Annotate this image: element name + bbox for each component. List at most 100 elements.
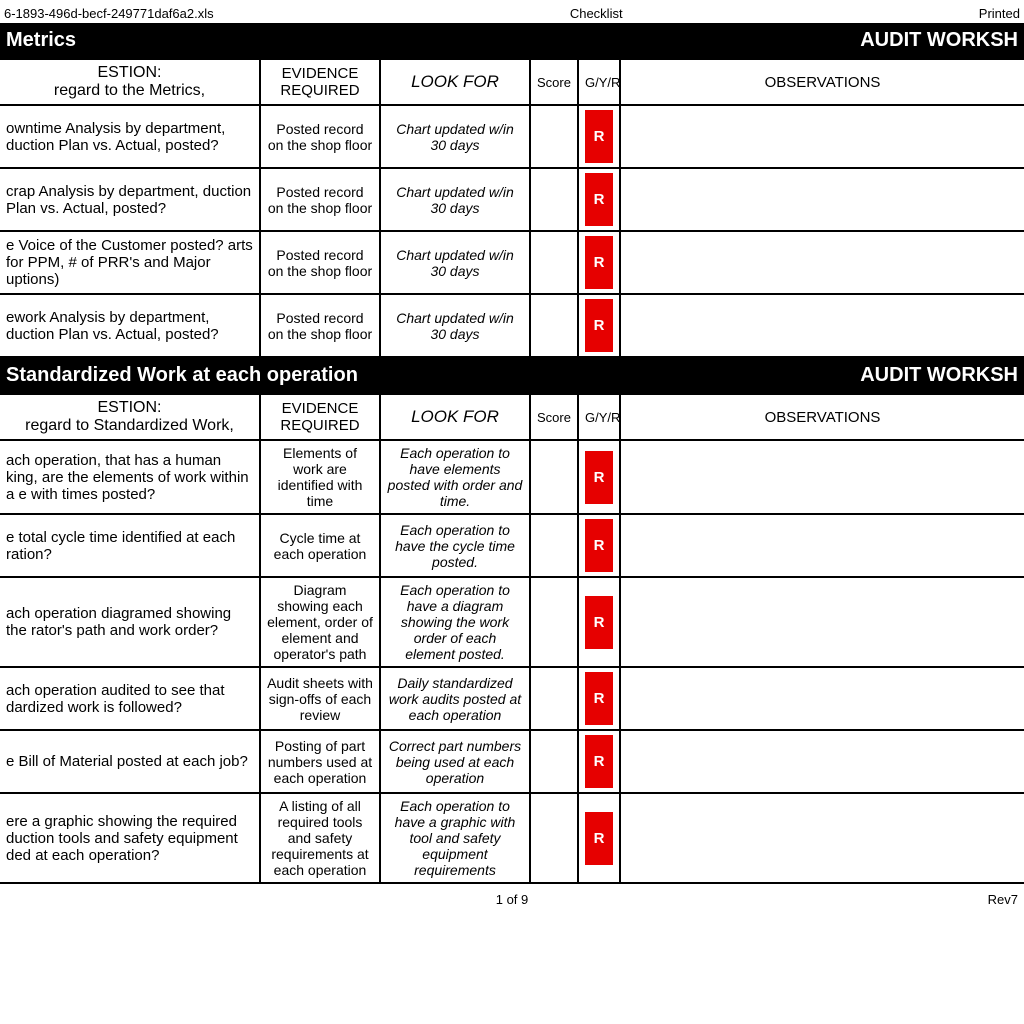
audit-table: ESTION:regard to Standardized Work,EVIDE… — [0, 393, 1024, 884]
col-header-question: ESTION:regard to the Metrics, — [0, 59, 260, 105]
section-title-bar: Standardized Work at each operation AUDIT… — [0, 358, 1024, 393]
cell-lookfor: Chart updated w/in 30 days — [380, 231, 530, 294]
bottom-meta-bar: 1 of 9 Rev7 — [0, 884, 1024, 911]
cell-question: crap Analysis by department, duction Pla… — [0, 168, 260, 231]
col-header-evidence: EVIDENCE REQUIRED — [260, 59, 380, 105]
table-row: crap Analysis by department, duction Pla… — [0, 168, 1024, 231]
section-title-left: Standardized Work at each operation — [6, 364, 358, 387]
section-title-left: Metrics — [6, 29, 76, 52]
table-row: owntime Analysis by department, duction … — [0, 105, 1024, 168]
gyr-chip: R — [585, 451, 613, 504]
cell-gyr[interactable]: R — [578, 168, 620, 231]
table-row: e Voice of the Customer posted? arts for… — [0, 231, 1024, 294]
filename-fragment: 6-1893-496d-becf-249771daf6a2.xls — [4, 6, 214, 21]
cell-evidence: A listing of all required tools and safe… — [260, 793, 380, 883]
cell-score[interactable] — [530, 294, 578, 357]
cell-question: ach operation diagramed showing the rato… — [0, 577, 260, 667]
center-label: Checklist — [570, 6, 623, 21]
cell-observations[interactable] — [620, 514, 1024, 577]
cell-question: ach operation audited to see that dardiz… — [0, 667, 260, 730]
cell-observations[interactable] — [620, 168, 1024, 231]
cell-evidence: Elements of work are identified with tim… — [260, 440, 380, 514]
cell-score[interactable] — [530, 440, 578, 514]
cell-observations[interactable] — [620, 730, 1024, 793]
cell-question: ework Analysis by department, duction Pl… — [0, 294, 260, 357]
cell-question: ere a graphic showing the required ducti… — [0, 793, 260, 883]
cell-lookfor: Correct part numbers being used at each … — [380, 730, 530, 793]
cell-question: e total cycle time identified at each ra… — [0, 514, 260, 577]
gyr-chip: R — [585, 173, 613, 226]
cell-lookfor: Chart updated w/in 30 days — [380, 168, 530, 231]
printed-label: Printed — [979, 6, 1020, 21]
cell-lookfor: Each operation to have a diagram showing… — [380, 577, 530, 667]
col-header-evidence: EVIDENCE REQUIRED — [260, 394, 380, 440]
cell-observations[interactable] — [620, 105, 1024, 168]
cell-lookfor: Chart updated w/in 30 days — [380, 294, 530, 357]
table-row: ework Analysis by department, duction Pl… — [0, 294, 1024, 357]
cell-evidence: Diagram showing each element, order of e… — [260, 577, 380, 667]
gyr-chip: R — [585, 299, 613, 352]
cell-lookfor: Each operation to have the cycle time po… — [380, 514, 530, 577]
cell-score[interactable] — [530, 514, 578, 577]
cell-lookfor: Daily standardized work audits posted at… — [380, 667, 530, 730]
cell-score[interactable] — [530, 231, 578, 294]
cell-question: owntime Analysis by department, duction … — [0, 105, 260, 168]
cell-score[interactable] — [530, 793, 578, 883]
cell-gyr[interactable]: R — [578, 231, 620, 294]
table-row: ach operation diagramed showing the rato… — [0, 577, 1024, 667]
page-number: 1 of 9 — [126, 892, 898, 907]
cell-observations[interactable] — [620, 667, 1024, 730]
col-header-gyr: G/Y/R — [578, 394, 620, 440]
cell-gyr[interactable]: R — [578, 105, 620, 168]
cell-question: ach operation, that has a human king, ar… — [0, 440, 260, 514]
cell-gyr[interactable]: R — [578, 667, 620, 730]
col-header-observations: OBSERVATIONS — [620, 394, 1024, 440]
col-header-lookfor: LOOK FOR — [380, 394, 530, 440]
cell-score[interactable] — [530, 105, 578, 168]
table-row: ach operation audited to see that dardiz… — [0, 667, 1024, 730]
cell-observations[interactable] — [620, 440, 1024, 514]
cell-observations[interactable] — [620, 294, 1024, 357]
cell-score[interactable] — [530, 667, 578, 730]
cell-gyr[interactable]: R — [578, 294, 620, 357]
cell-lookfor: Each operation to have elements posted w… — [380, 440, 530, 514]
section-title-right: AUDIT WORKSH — [860, 29, 1018, 52]
section-title-bar: Metrics AUDIT WORKSH — [0, 23, 1024, 58]
cell-observations[interactable] — [620, 577, 1024, 667]
col-header-lookfor: LOOK FOR — [380, 59, 530, 105]
cell-evidence: Posted record on the shop floor — [260, 168, 380, 231]
col-header-score: Score — [530, 59, 578, 105]
cell-gyr[interactable]: R — [578, 440, 620, 514]
cell-score[interactable] — [530, 168, 578, 231]
gyr-chip: R — [585, 812, 613, 865]
col-header-observations: OBSERVATIONS — [620, 59, 1024, 105]
cell-observations[interactable] — [620, 231, 1024, 294]
cell-gyr[interactable]: R — [578, 793, 620, 883]
col-header-score: Score — [530, 394, 578, 440]
gyr-chip: R — [585, 236, 613, 289]
revision-label: Rev7 — [898, 892, 1018, 907]
cell-lookfor: Each operation to have a graphic with to… — [380, 793, 530, 883]
table-row: e total cycle time identified at each ra… — [0, 514, 1024, 577]
cell-gyr[interactable]: R — [578, 577, 620, 667]
cell-lookfor: Chart updated w/in 30 days — [380, 105, 530, 168]
gyr-chip: R — [585, 672, 613, 725]
cell-gyr[interactable]: R — [578, 514, 620, 577]
gyr-chip: R — [585, 735, 613, 788]
gyr-chip: R — [585, 519, 613, 572]
section-title-right: AUDIT WORKSH — [860, 364, 1018, 387]
col-header-gyr: G/Y/R — [578, 59, 620, 105]
top-meta-bar: 6-1893-496d-becf-249771daf6a2.xls Checkl… — [0, 0, 1024, 23]
cell-evidence: Posted record on the shop floor — [260, 231, 380, 294]
cell-evidence: Audit sheets with sign-offs of each revi… — [260, 667, 380, 730]
cell-question: e Bill of Material posted at each job? — [0, 730, 260, 793]
cell-observations[interactable] — [620, 793, 1024, 883]
cell-score[interactable] — [530, 730, 578, 793]
gyr-chip: R — [585, 110, 613, 163]
cell-evidence: Posted record on the shop floor — [260, 294, 380, 357]
cell-gyr[interactable]: R — [578, 730, 620, 793]
audit-table: ESTION:regard to the Metrics,EVIDENCE RE… — [0, 58, 1024, 358]
cell-evidence: Posted record on the shop floor — [260, 105, 380, 168]
cell-evidence: Posting of part numbers used at each ope… — [260, 730, 380, 793]
cell-score[interactable] — [530, 577, 578, 667]
